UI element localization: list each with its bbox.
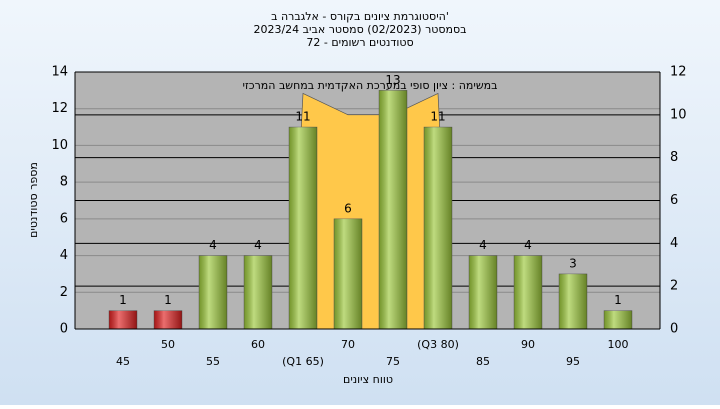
x-tick-label: (Q1 65) [282, 355, 324, 368]
bar-shade [379, 90, 407, 329]
y2-tick-label: 2 [670, 279, 678, 294]
chart-title: היסטוגרמת ציונים בקורס - אלגברה ב' [271, 10, 449, 23]
y2-tick-label: 6 [670, 193, 678, 208]
x-tick-label: 55 [206, 355, 220, 368]
value-label: 4 [254, 238, 262, 252]
value-label: 1 [164, 293, 172, 307]
x-axis-label: טווח ציונים [343, 373, 393, 386]
x-tick-label: 85 [476, 355, 490, 368]
value-label: 6 [344, 201, 352, 215]
bar-shade [559, 273, 587, 329]
y-tick-label: 14 [51, 65, 68, 80]
y-tick-label: 12 [51, 101, 68, 116]
y2-tick-label: 4 [670, 236, 678, 251]
x-tick-label: 45 [116, 355, 130, 368]
x-tick-label: 90 [521, 338, 535, 351]
value-label: 11 [295, 110, 310, 124]
bar-shade [334, 218, 362, 329]
bar-shade [154, 310, 182, 329]
x-tick-label: 95 [566, 355, 580, 368]
chart-title: 72 - סטודנטים רשומים [306, 36, 413, 49]
chart-title: בסמסטר (02/2023) סמסטר אביב 2023/24 [253, 23, 466, 36]
bar-shade [424, 127, 452, 329]
y-tick-label: 10 [51, 138, 68, 153]
value-label: 4 [524, 238, 532, 252]
y-axis-label: מספר סטודנטים [27, 162, 40, 238]
value-label: 1 [614, 293, 622, 307]
y2-tick-label: 12 [670, 65, 687, 80]
bar-shade [244, 255, 272, 329]
value-label: 13 [385, 73, 400, 87]
x-tick-label: (Q3 80) [417, 338, 459, 351]
y2-tick-label: 8 [670, 150, 678, 165]
bar-shade [514, 255, 542, 329]
y-tick-label: 8 [60, 175, 68, 190]
value-label: 11 [430, 110, 445, 124]
y2-tick-label: 0 [670, 322, 678, 337]
x-tick-label: 75 [386, 355, 400, 368]
bar-shade [469, 255, 497, 329]
bar-shade [289, 127, 317, 329]
bar-shade [199, 255, 227, 329]
value-label: 1 [119, 293, 127, 307]
x-tick-label: 70 [341, 338, 355, 351]
y-tick-label: 6 [60, 211, 68, 226]
x-tick-label: 100 [608, 338, 629, 351]
subtitle: במשימה : ציון סופי במערכת האקדמית במחשב … [243, 79, 498, 92]
value-label: 4 [209, 238, 217, 252]
y-tick-label: 4 [60, 248, 68, 263]
x-tick-label: 60 [251, 338, 265, 351]
bar-shade [109, 310, 137, 329]
y-tick-label: 0 [60, 322, 68, 337]
bar-shade [604, 310, 632, 329]
y-tick-label: 2 [60, 285, 68, 300]
x-tick-label: 50 [161, 338, 175, 351]
y2-tick-label: 10 [670, 107, 687, 122]
value-label: 4 [479, 238, 487, 252]
value-label: 3 [569, 256, 577, 270]
